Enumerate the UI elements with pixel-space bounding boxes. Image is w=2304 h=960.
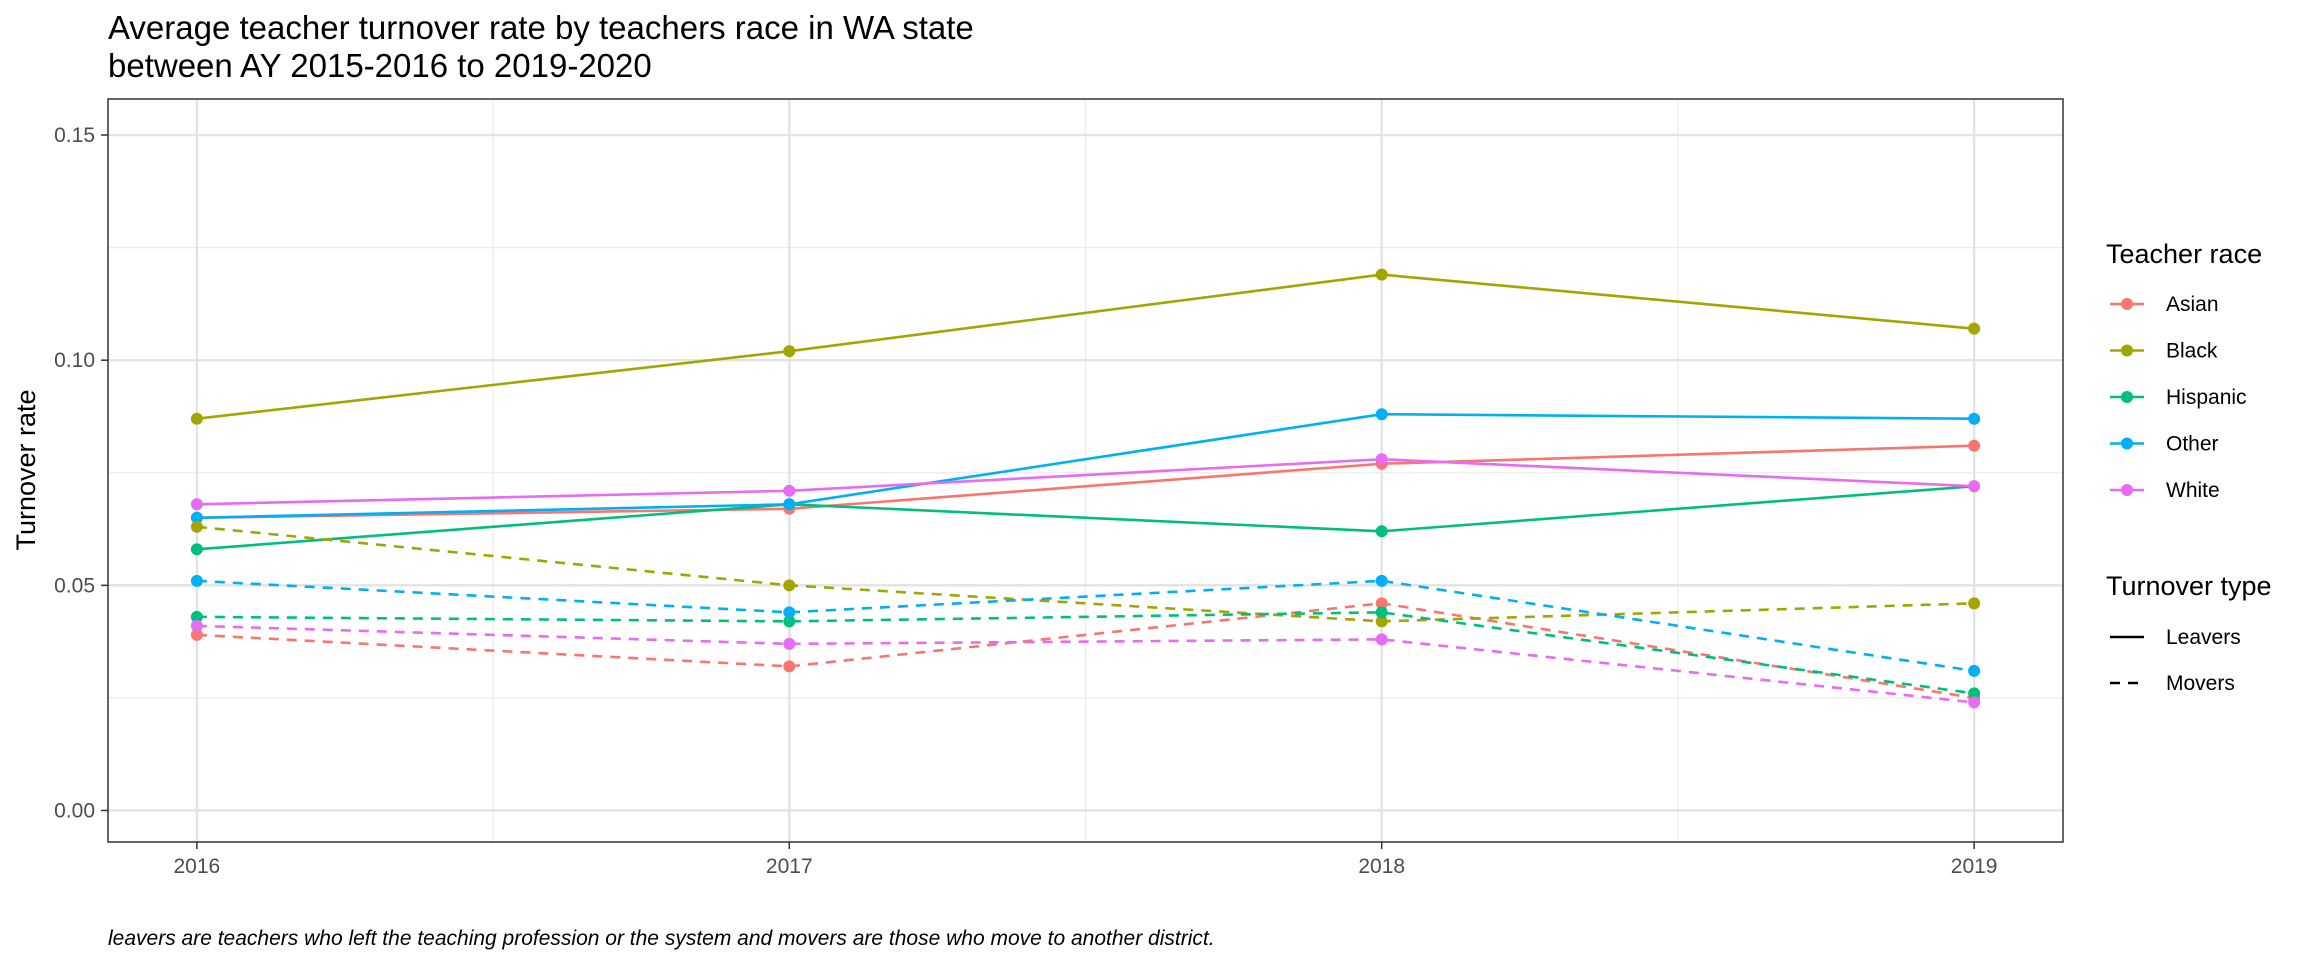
- series-line-hispanic-movers: [196, 611, 1975, 695]
- legend-label: Hispanic: [2166, 386, 2247, 409]
- data-point-hispanic-movers: [1968, 687, 1981, 700]
- data-point-hispanic-movers: [783, 615, 796, 628]
- data-point-other-movers: [1968, 664, 1981, 677]
- data-point-black-movers: [783, 579, 796, 592]
- series-line-white-movers: [196, 624, 1975, 704]
- data-point-white-leavers: [783, 484, 796, 497]
- legend-label: White: [2166, 479, 2220, 502]
- legend-label: Leavers: [2166, 626, 2241, 649]
- data-point-asian-movers: [190, 628, 203, 641]
- data-point-black-movers: [1968, 597, 1981, 610]
- series-line-black-movers: [196, 525, 1975, 623]
- series-line-hispanic-leavers: [196, 484, 1975, 551]
- data-point-black-leavers: [783, 345, 796, 358]
- x-axis: 2016 2017 2018 2019: [174, 842, 1998, 878]
- series-lines: [196, 273, 1975, 704]
- data-point-other-movers: [783, 606, 796, 619]
- data-point-white-movers: [190, 619, 203, 632]
- y-tick-label: 0.15: [54, 124, 95, 147]
- chart-subtitle: between AY 2015-2016 to 2019-2020: [108, 47, 652, 84]
- data-point-hispanic-movers: [190, 610, 203, 623]
- series-line-asian-movers: [196, 602, 1975, 700]
- series-line-black-leavers: [196, 273, 1975, 421]
- plot-border: [107, 98, 2064, 843]
- x-tick-label: 2017: [766, 855, 813, 878]
- y-axis: 0.00 0.05 0.10 0.15: [54, 124, 108, 822]
- y-tick-label: 0.05: [54, 574, 95, 597]
- grid-lines: [108, 99, 2063, 842]
- legend: Teacher race Turnover type Asian Black His…: [2106, 239, 2272, 695]
- legend-key-point: [2121, 298, 2133, 310]
- data-point-other-leavers: [190, 511, 203, 524]
- y-axis-title: Turnover rate: [11, 389, 41, 550]
- series-line-other-leavers: [196, 412, 1975, 520]
- legend-key-point: [2121, 484, 2133, 496]
- data-point-white-movers: [783, 637, 796, 650]
- legend-label: Movers: [2166, 672, 2235, 695]
- data-point-white-movers: [1968, 696, 1981, 709]
- legend-key-point: [2121, 391, 2133, 403]
- data-point-other-movers: [190, 574, 203, 587]
- chart-caption: leavers are teachers who left the teachi…: [108, 927, 1215, 950]
- data-point-white-movers: [1375, 633, 1388, 646]
- data-point-hispanic-leavers: [190, 543, 203, 556]
- series-points: [190, 268, 1981, 709]
- data-point-black-leavers: [190, 412, 203, 425]
- legend-label: Asian: [2166, 293, 2219, 316]
- data-point-hispanic-movers: [1375, 606, 1388, 619]
- data-point-asian-movers: [1375, 597, 1388, 610]
- x-tick-label: 2018: [1358, 855, 1405, 878]
- x-tick-label: 2016: [174, 855, 221, 878]
- data-point-black-movers: [190, 520, 203, 533]
- data-point-black-movers: [1375, 615, 1388, 628]
- x-tick-label: 2019: [1951, 855, 1998, 878]
- series-line-asian-leavers: [196, 444, 1975, 520]
- legend-key-point: [2121, 344, 2133, 357]
- data-point-hispanic-leavers: [1375, 525, 1388, 538]
- data-point-other-leavers: [783, 498, 796, 511]
- data-point-white-leavers: [1968, 480, 1981, 493]
- legend-key-point: [2121, 437, 2133, 450]
- y-tick-label: 0.00: [54, 799, 95, 822]
- legend-linetype-title: Turnover type: [2106, 571, 2272, 601]
- legend-label: Black: [2166, 340, 2218, 363]
- data-point-other-movers: [1375, 574, 1388, 587]
- data-point-other-leavers: [1968, 412, 1981, 425]
- data-point-other-leavers: [1375, 408, 1388, 421]
- data-point-asian-movers: [783, 660, 796, 673]
- data-point-asian-leavers: [1968, 439, 1981, 452]
- data-point-black-leavers: [1375, 268, 1388, 281]
- legend-label: Other: [2166, 433, 2219, 456]
- series-line-other-movers: [196, 579, 1975, 673]
- legend-color-title: Teacher race: [2106, 239, 2262, 269]
- data-point-white-leavers: [190, 498, 203, 511]
- y-tick-label: 0.10: [54, 349, 95, 372]
- data-point-white-leavers: [1375, 453, 1388, 466]
- data-point-black-leavers: [1968, 322, 1981, 335]
- series-line-white-leavers: [196, 457, 1975, 506]
- chart-title: Average teacher turnover rate by teacher…: [108, 9, 974, 46]
